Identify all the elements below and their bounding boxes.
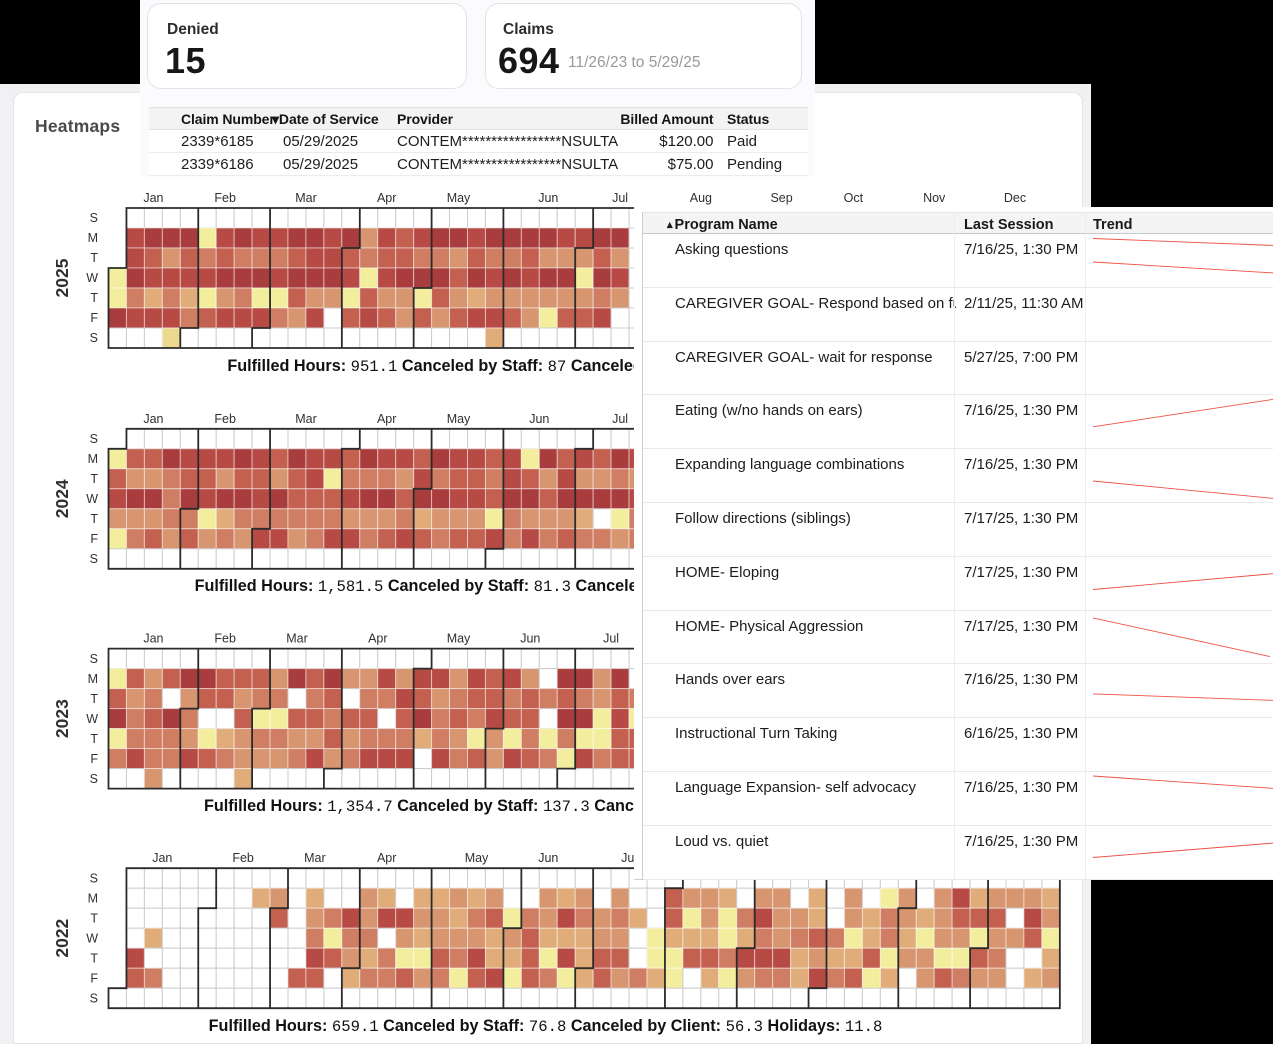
- svg-text:Jun: Jun: [538, 851, 558, 865]
- svg-text:2022: 2022: [52, 918, 72, 957]
- svg-text:Feb: Feb: [214, 412, 236, 426]
- svg-text:Jun: Jun: [520, 632, 540, 646]
- svg-text:T: T: [90, 911, 98, 925]
- svg-text:T: T: [90, 291, 98, 305]
- svg-text:Apr: Apr: [377, 851, 396, 865]
- svg-text:Feb: Feb: [214, 632, 236, 646]
- svg-text:Jun: Jun: [538, 191, 558, 205]
- svg-text:Jul: Jul: [621, 851, 637, 865]
- svg-text:T: T: [90, 951, 98, 965]
- svg-text:M: M: [88, 231, 98, 245]
- svg-text:M: M: [88, 891, 98, 905]
- svg-text:Oct: Oct: [844, 191, 864, 205]
- svg-text:T: T: [90, 251, 98, 265]
- svg-text:F: F: [90, 311, 98, 325]
- svg-text:Mar: Mar: [286, 632, 308, 646]
- svg-text:Jan: Jan: [152, 851, 172, 865]
- svg-text:F: F: [90, 532, 98, 546]
- svg-text:T: T: [90, 692, 98, 706]
- svg-text:May: May: [465, 851, 489, 865]
- svg-text:W: W: [86, 271, 98, 285]
- svg-text:W: W: [86, 931, 98, 945]
- svg-text:Nov: Nov: [923, 191, 946, 205]
- svg-text:Apr: Apr: [377, 191, 396, 205]
- svg-text:S: S: [90, 552, 98, 566]
- svg-text:W: W: [86, 492, 98, 506]
- svg-text:S: S: [90, 331, 98, 345]
- svg-text:W: W: [86, 712, 98, 726]
- svg-text:M: M: [88, 452, 98, 466]
- svg-text:S: S: [90, 432, 98, 446]
- svg-text:May: May: [447, 632, 471, 646]
- svg-text:S: S: [90, 652, 98, 666]
- svg-text:Aug: Aug: [690, 191, 712, 205]
- svg-text:Mar: Mar: [295, 191, 317, 205]
- svg-text:S: S: [90, 211, 98, 225]
- svg-text:T: T: [90, 512, 98, 526]
- svg-text:Apr: Apr: [377, 412, 396, 426]
- svg-text:Feb: Feb: [214, 191, 236, 205]
- svg-text:F: F: [90, 971, 98, 985]
- svg-text:May: May: [447, 412, 471, 426]
- svg-text:T: T: [90, 472, 98, 486]
- svg-text:Jun: Jun: [529, 412, 549, 426]
- svg-text:Dec: Dec: [1004, 191, 1026, 205]
- svg-text:Jan: Jan: [143, 412, 163, 426]
- svg-text:S: S: [90, 772, 98, 786]
- svg-text:2024: 2024: [52, 479, 72, 518]
- svg-text:Jul: Jul: [612, 412, 628, 426]
- svg-text:Sep: Sep: [770, 191, 792, 205]
- svg-text:May: May: [447, 191, 471, 205]
- svg-text:Feb: Feb: [232, 851, 254, 865]
- svg-text:2023: 2023: [52, 699, 72, 738]
- svg-text:Jan: Jan: [143, 632, 163, 646]
- svg-text:S: S: [90, 991, 98, 1005]
- svg-text:S: S: [90, 871, 98, 885]
- svg-text:Mar: Mar: [304, 851, 326, 865]
- svg-text:Jul: Jul: [612, 191, 628, 205]
- svg-text:M: M: [88, 672, 98, 686]
- svg-text:F: F: [90, 752, 98, 766]
- svg-text:T: T: [90, 732, 98, 746]
- svg-text:Mar: Mar: [295, 412, 317, 426]
- svg-text:Apr: Apr: [368, 632, 387, 646]
- svg-text:Jan: Jan: [143, 191, 163, 205]
- svg-text:Jul: Jul: [603, 632, 619, 646]
- svg-text:2025: 2025: [52, 258, 72, 297]
